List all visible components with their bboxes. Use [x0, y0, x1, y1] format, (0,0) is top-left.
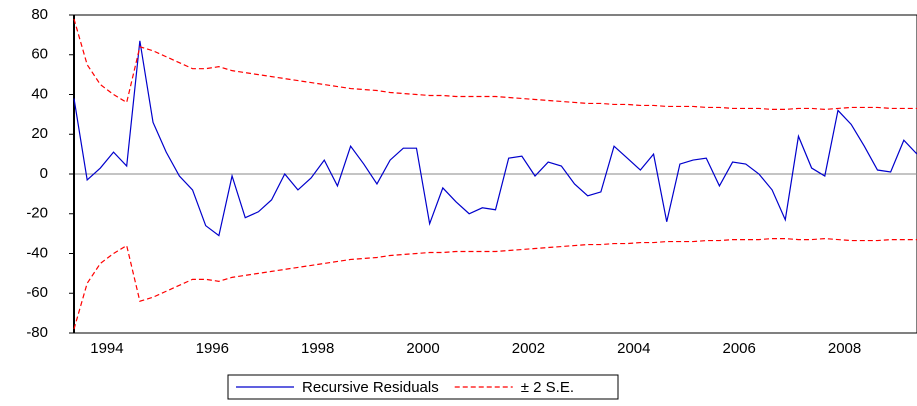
x-tick-label: 2008	[828, 340, 861, 357]
y-tick-label: 0	[40, 165, 48, 182]
series-line-lower	[73, 237, 917, 330]
y-tick-label: -60	[26, 284, 48, 301]
y-tick-label: -20	[26, 205, 48, 222]
x-tick-label: 2002	[512, 340, 545, 357]
series-line	[73, 18, 917, 111]
y-tick-label: 40	[31, 85, 48, 102]
x-tick-label: 2004	[617, 340, 650, 357]
x-tick-label: 1998	[301, 340, 334, 357]
y-tick-label: 80	[31, 6, 48, 23]
legend-label: ± 2 S.E.	[521, 379, 574, 396]
x-tick-label: 1996	[196, 340, 229, 357]
x-tick-label: 2000	[406, 340, 439, 357]
y-tick-label: 60	[31, 46, 48, 63]
x-tick-label: 2006	[722, 340, 755, 357]
legend-label: Recursive Residuals	[302, 379, 439, 396]
x-tick-label: 1994	[90, 340, 123, 357]
y-tick-label: 20	[31, 125, 48, 142]
y-tick-label: -40	[26, 244, 48, 261]
y-tick-label: -80	[26, 324, 48, 341]
series-line	[73, 40, 917, 237]
legend: Recursive Residuals ± 2 S.E.	[227, 374, 619, 400]
